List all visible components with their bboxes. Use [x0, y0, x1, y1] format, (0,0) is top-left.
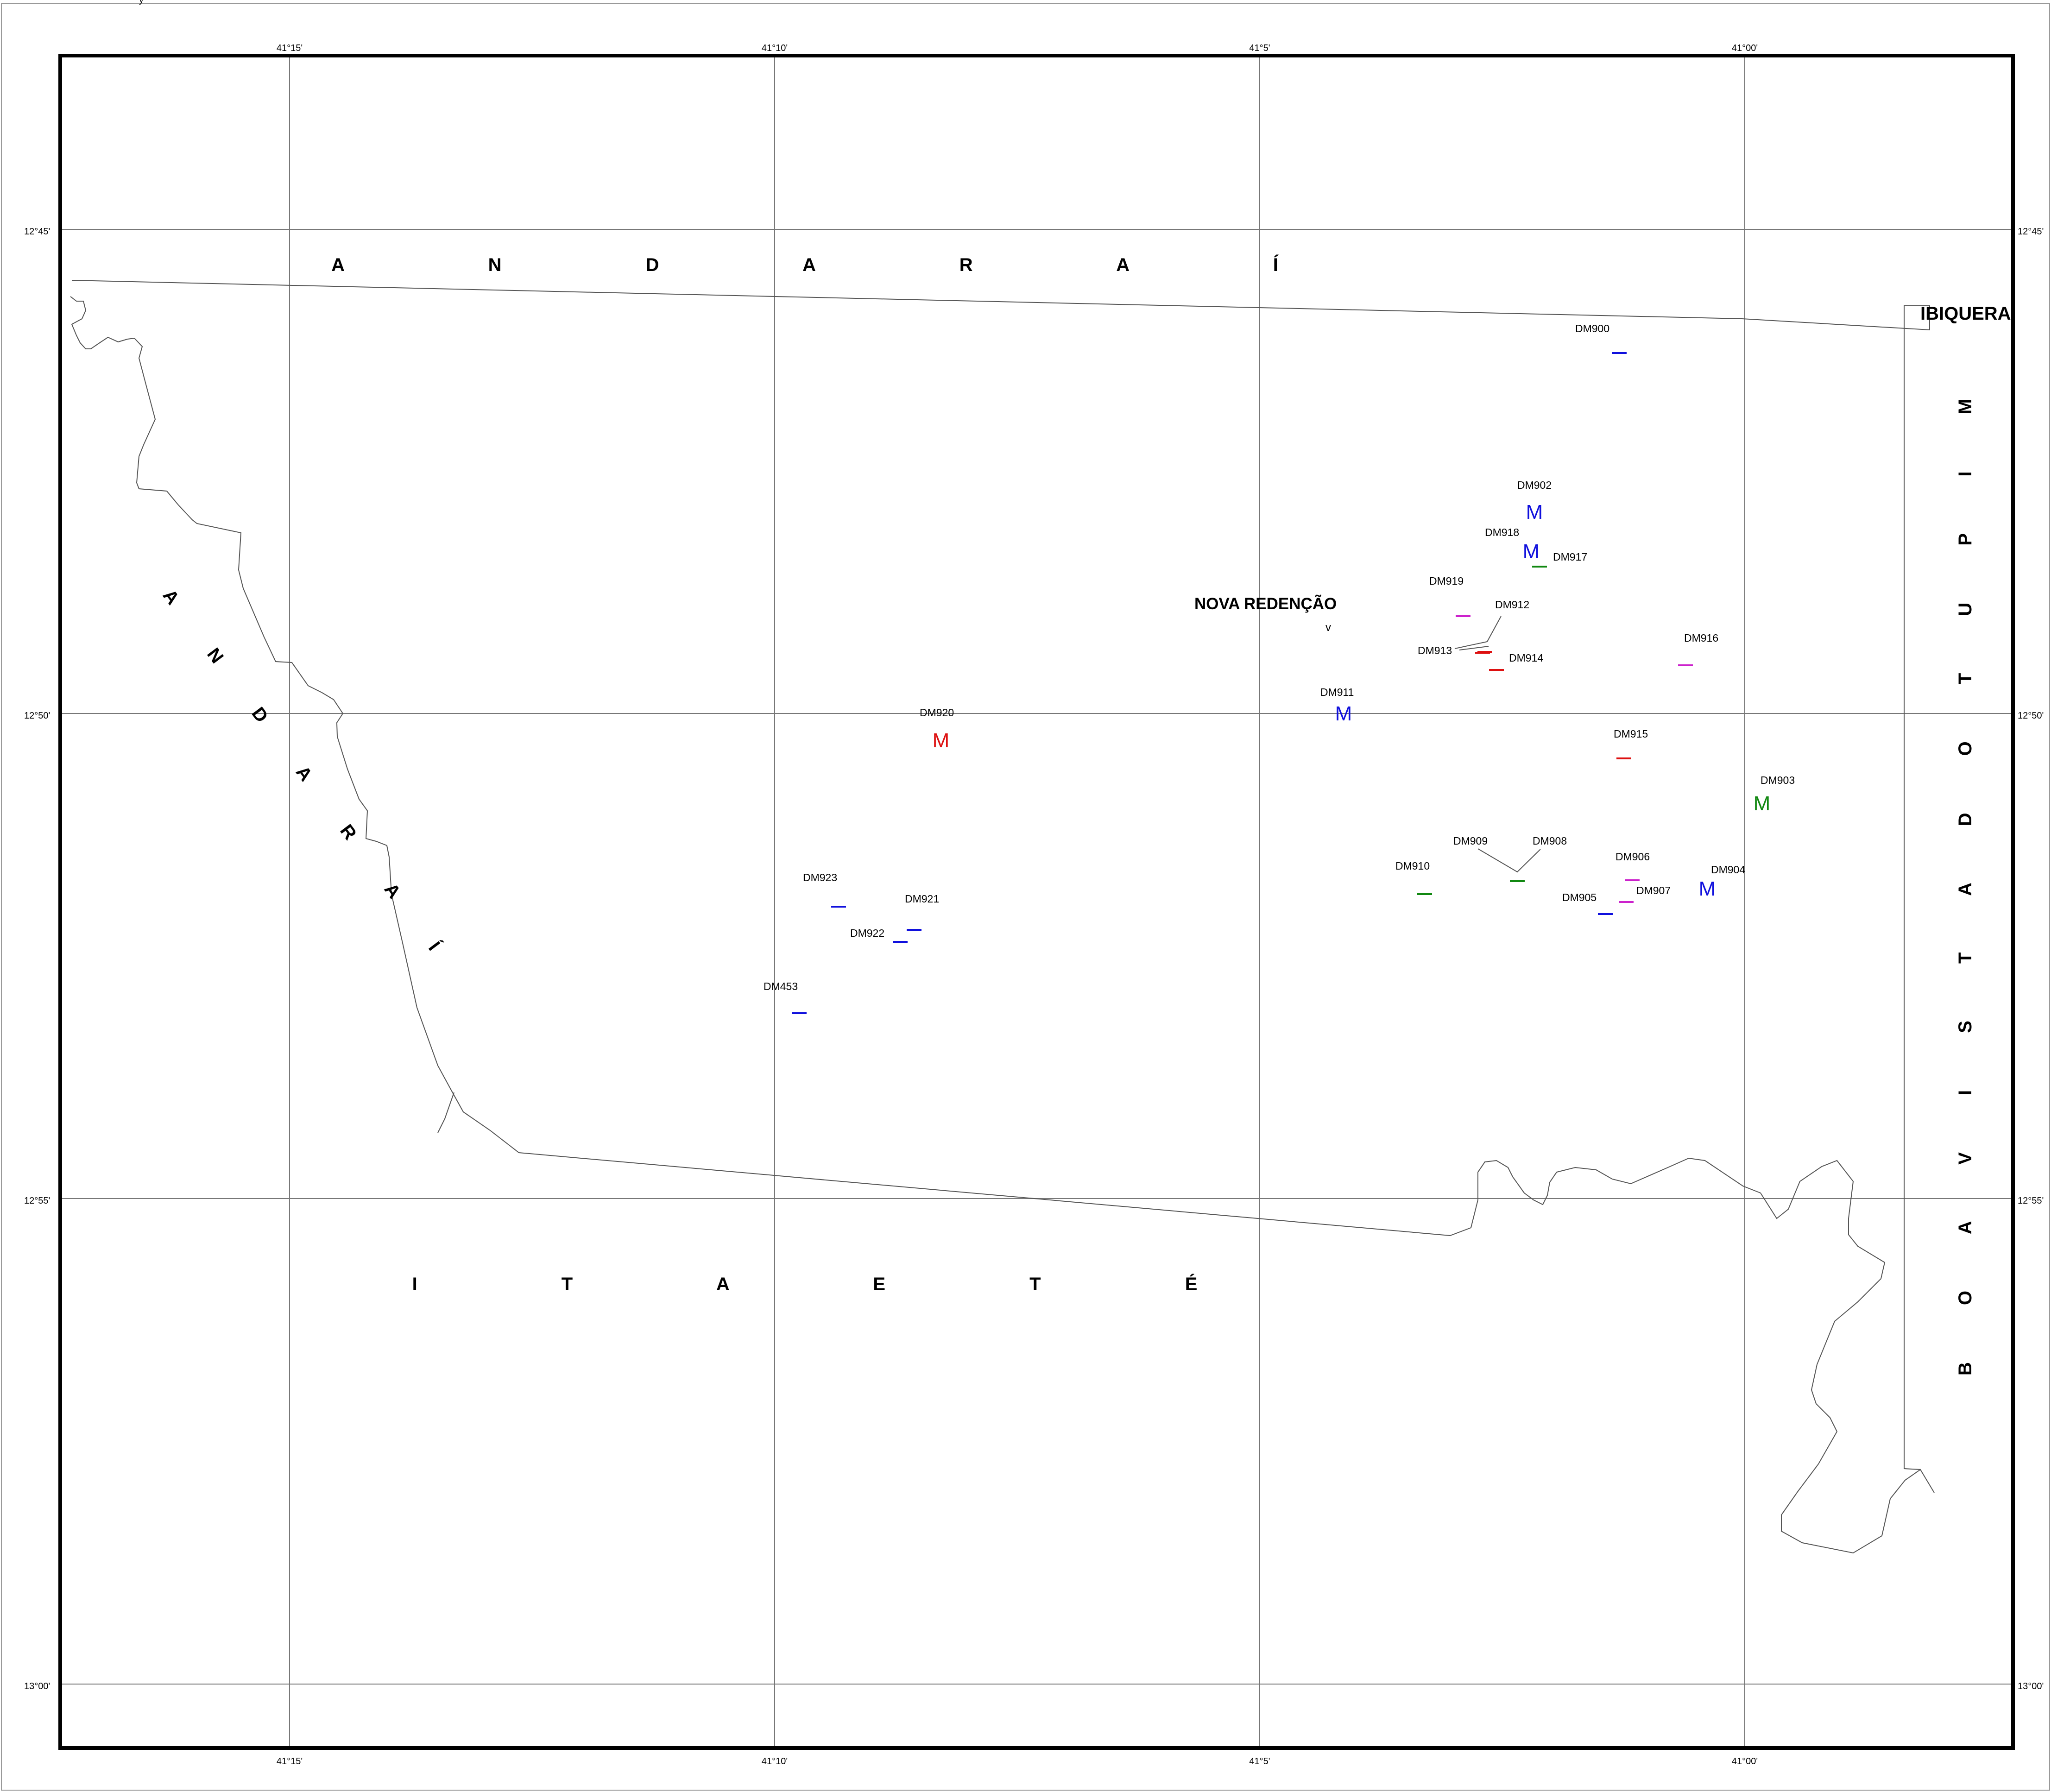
lon-label-bottom-4: 41°00' — [1732, 1756, 1758, 1767]
site-dm907: DM907 — [1619, 884, 1671, 903]
site-label: DM910 — [1395, 860, 1430, 872]
region-label-north: A N D A R A Í — [331, 254, 1348, 275]
site-dm902: DM902 M — [1517, 479, 1552, 524]
site-label: DM907 — [1636, 884, 1671, 896]
lat-label-right-4: 13°00' — [2018, 1681, 2044, 1691]
site-label: DM923 — [803, 871, 837, 883]
page-border — [1, 3, 2050, 1791]
region-label-south: I T A E T É — [412, 1274, 1267, 1294]
lat-label-right-2: 12°50' — [2018, 711, 2044, 721]
sites-layer: DM900 DM902 M DM918 M DM917 DM919 DM912 DM913 DM9… — [764, 322, 1795, 1014]
site-dm453: DM453 — [764, 980, 807, 1014]
site-dm906: DM906 — [1616, 851, 1650, 881]
town-marker: NOVA REDENÇÃO v — [1194, 595, 1337, 634]
site-label: DM453 — [764, 980, 798, 992]
site-label: DM917 — [1553, 551, 1587, 563]
site-dm911: DM911 M — [1320, 686, 1354, 725]
site-label: DM902 — [1517, 479, 1552, 491]
site-symbol-m: M — [1699, 877, 1716, 900]
site-dm922: DM922 — [850, 927, 908, 943]
site-dm919: DM919 — [1429, 575, 1470, 617]
site-label: DM913 — [1418, 644, 1452, 656]
site-dm900: DM900 — [1575, 322, 1627, 354]
site-label: DM904 — [1711, 864, 1745, 876]
leader-line-dm913 — [1459, 646, 1489, 650]
site-label: DM918 — [1485, 526, 1519, 538]
site-label: DM911 — [1320, 686, 1354, 698]
region-label-west: A N D A R A Í — [159, 585, 461, 977]
region-label-northeast: IBIQUERA — [1920, 303, 2011, 324]
site-label: DM912 — [1495, 599, 1529, 611]
lon-label-top-3: 41°5' — [1249, 43, 1270, 53]
site-dm923: DM923 — [803, 871, 846, 908]
site-label: DM903 — [1761, 774, 1795, 786]
municipal-boundary — [70, 280, 1935, 1554]
lat-label-left-3: 12°55' — [24, 1196, 50, 1206]
lon-label-top-2: 41°10' — [762, 43, 788, 53]
site-dm912: DM912 — [1477, 599, 1529, 653]
lon-label-bottom-3: 41°5' — [1249, 1756, 1270, 1767]
lon-label-top-1: 41°15' — [277, 43, 303, 53]
region-label-east: B O A V I S T A D O T U P I M — [1955, 373, 1975, 1376]
site-label: DM909 — [1453, 835, 1488, 847]
lon-label-bottom-2: 41°10' — [762, 1756, 788, 1767]
leader-line-dm909-dm908 — [1477, 848, 1541, 873]
site-label: DM906 — [1616, 851, 1650, 863]
site-dm910: DM910 — [1395, 860, 1432, 895]
site-label: DM915 — [1614, 728, 1648, 740]
site-label: DM914 — [1509, 652, 1543, 664]
site-dm921: DM921 — [905, 893, 939, 931]
lat-label-left-1: 12°45' — [24, 227, 50, 237]
site-label: DM908 — [1533, 835, 1567, 847]
site-label: DM916 — [1684, 632, 1718, 644]
site-dm903: DM903 M — [1754, 774, 1795, 815]
map-frame — [58, 54, 2015, 1750]
lon-label-bottom-1: 41°15' — [277, 1756, 303, 1767]
site-dm914: DM914 — [1489, 652, 1543, 671]
lon-label-top-4: 41°00' — [1732, 43, 1758, 53]
latitude-labels-right: 12°45' 12°50' 12°55' 13°00' — [2018, 227, 2044, 1691]
region-labels: A N D A R A Í I T A E T É A N D A R A Í … — [159, 254, 2011, 1376]
site-label: DM922 — [850, 927, 884, 939]
header-mark: y — [139, 0, 144, 5]
site-symbol-m: M — [1335, 702, 1352, 725]
site-label: DM919 — [1429, 575, 1464, 587]
site-symbol-m: M — [1523, 540, 1540, 563]
site-label: DM921 — [905, 893, 939, 905]
longitude-labels-bottom: 41°15' 41°10' 41°5' 41°00' — [277, 1756, 1758, 1767]
latitude-labels-left: 12°45' 12°50' 12°55' 13°00' — [24, 227, 50, 1691]
lat-label-left-4: 13°00' — [24, 1681, 50, 1691]
boundary-lines — [70, 280, 1935, 1554]
site-label: DM920 — [920, 707, 954, 719]
site-dm918: DM918 M — [1485, 526, 1540, 563]
site-dm908: DM908 — [1510, 835, 1567, 882]
site-symbol-m: M — [1526, 501, 1543, 524]
site-label: DM905 — [1562, 891, 1597, 903]
leader-lines — [1454, 616, 1541, 873]
longitude-labels-top: 41°15' 41°10' 41°5' 41°00' — [277, 43, 1758, 53]
site-dm917: DM917 — [1532, 551, 1587, 568]
site-dm913: DM913 — [1418, 644, 1490, 656]
lat-label-right-3: 12°55' — [2018, 1196, 2044, 1206]
site-label: DM900 — [1575, 322, 1609, 334]
town-symbol: v — [1325, 621, 1331, 634]
site-dm905: DM905 — [1562, 891, 1613, 915]
graticule — [60, 56, 2013, 1748]
site-symbol-m: M — [933, 729, 950, 752]
lat-label-left-2: 12°50' — [24, 711, 50, 721]
site-symbol-m: M — [1754, 792, 1771, 815]
leader-line-dm912 — [1454, 616, 1502, 649]
town-label: NOVA REDENÇÃO — [1194, 595, 1337, 613]
lat-label-right-1: 12°45' — [2018, 227, 2044, 237]
site-dm920: DM920 M — [920, 707, 954, 752]
site-dm915: DM915 — [1614, 728, 1648, 759]
site-dm916: DM916 — [1678, 632, 1718, 666]
western-boundary-spur — [437, 1092, 454, 1133]
